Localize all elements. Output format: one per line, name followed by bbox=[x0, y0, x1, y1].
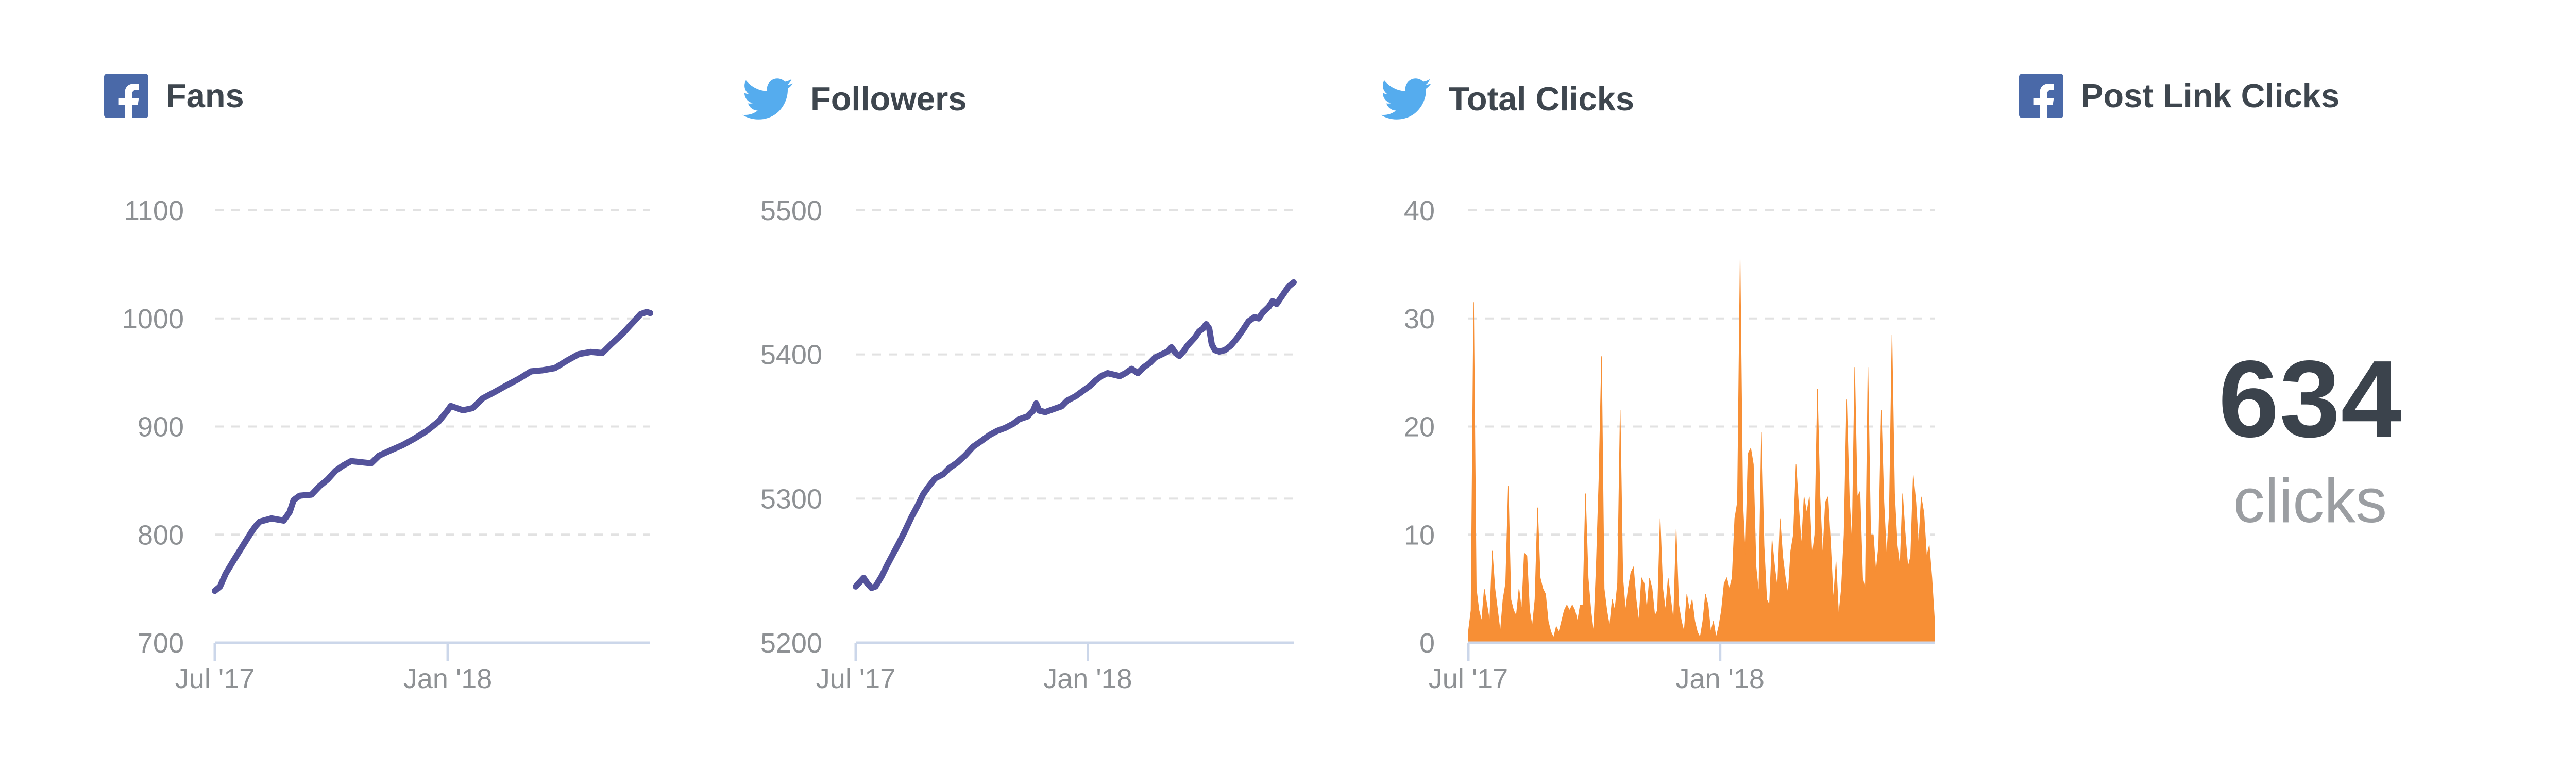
y-axis-tick-label: 5200 bbox=[760, 628, 822, 659]
y-axis-tick-label: 5500 bbox=[760, 195, 822, 226]
facebook-icon bbox=[2019, 74, 2063, 118]
x-axis-tick-label: Jan '18 bbox=[403, 663, 492, 694]
x-axis-tick-label: Jan '18 bbox=[1043, 663, 1132, 694]
y-axis-tick-label: 800 bbox=[138, 520, 184, 550]
y-axis-tick-label: 10 bbox=[1404, 520, 1435, 550]
panel-title: Total Clicks bbox=[1449, 80, 1635, 118]
y-axis-tick-label: 20 bbox=[1404, 412, 1435, 443]
panel-header: Followers bbox=[742, 74, 967, 124]
stat-unit-label: clicks bbox=[2233, 465, 2387, 536]
facebook-icon bbox=[104, 74, 148, 118]
panel-facebook-post-link-clicks: Post Link Clicks 634 clicks bbox=[2019, 0, 2576, 768]
total-clicks-series-area bbox=[1468, 259, 1935, 643]
y-axis-tick-label: 1100 bbox=[124, 195, 184, 226]
panel-header: Post Link Clicks bbox=[2019, 74, 2340, 118]
x-axis-tick-label: Jan '18 bbox=[1675, 663, 1764, 694]
y-axis-tick-label: 5400 bbox=[760, 340, 822, 371]
panel-facebook-fans: Fans 700 800 900 1000 1100 Jul '17 Jan '18 bbox=[104, 0, 742, 768]
x-axis-tick-label: Jul '17 bbox=[816, 663, 895, 694]
panel-twitter-followers: Followers 5200 5300 5400 5500 Jul '17 Jan '18 bbox=[742, 0, 1381, 768]
x-axis-tick-label: Jul '17 bbox=[1429, 663, 1508, 694]
y-axis-tick-label: 0 bbox=[1419, 628, 1435, 659]
panel-title: Fans bbox=[166, 77, 244, 115]
panel-header: Fans bbox=[104, 74, 244, 118]
y-axis-tick-label: 700 bbox=[138, 628, 184, 659]
fans-series-line bbox=[212, 309, 653, 594]
fans-line-chart[interactable]: 700 800 900 1000 1100 Jul '17 Jan '18 bbox=[104, 180, 712, 722]
followers-line-chart[interactable]: 5200 5300 5400 5500 Jul '17 Jan '18 bbox=[742, 180, 1350, 722]
twitter-icon bbox=[1381, 78, 1431, 120]
stat-value: 634 bbox=[2218, 338, 2402, 460]
y-axis-tick-label: 40 bbox=[1404, 195, 1435, 226]
total-clicks-area-chart[interactable]: 0 10 20 30 40 Jul '17 Jan '18 bbox=[1381, 180, 1989, 722]
panel-title: Followers bbox=[810, 80, 967, 118]
followers-series-line bbox=[853, 279, 1297, 591]
post-link-clicks-stat: 634 clicks bbox=[2019, 344, 2576, 532]
panel-twitter-total-clicks: Total Clicks 0 10 20 30 40 Jul '17 Jan '18 bbox=[1381, 0, 2019, 768]
y-axis-tick-label: 30 bbox=[1404, 304, 1435, 335]
x-axis-tick-label: Jul '17 bbox=[175, 663, 255, 694]
twitter-icon bbox=[742, 78, 793, 120]
panel-title: Post Link Clicks bbox=[2081, 77, 2340, 115]
panel-header: Total Clicks bbox=[1381, 74, 1634, 124]
y-axis-tick-label: 5300 bbox=[760, 483, 822, 514]
y-axis-tick-label: 900 bbox=[138, 412, 184, 443]
y-axis-tick-label: 1000 bbox=[122, 304, 184, 335]
